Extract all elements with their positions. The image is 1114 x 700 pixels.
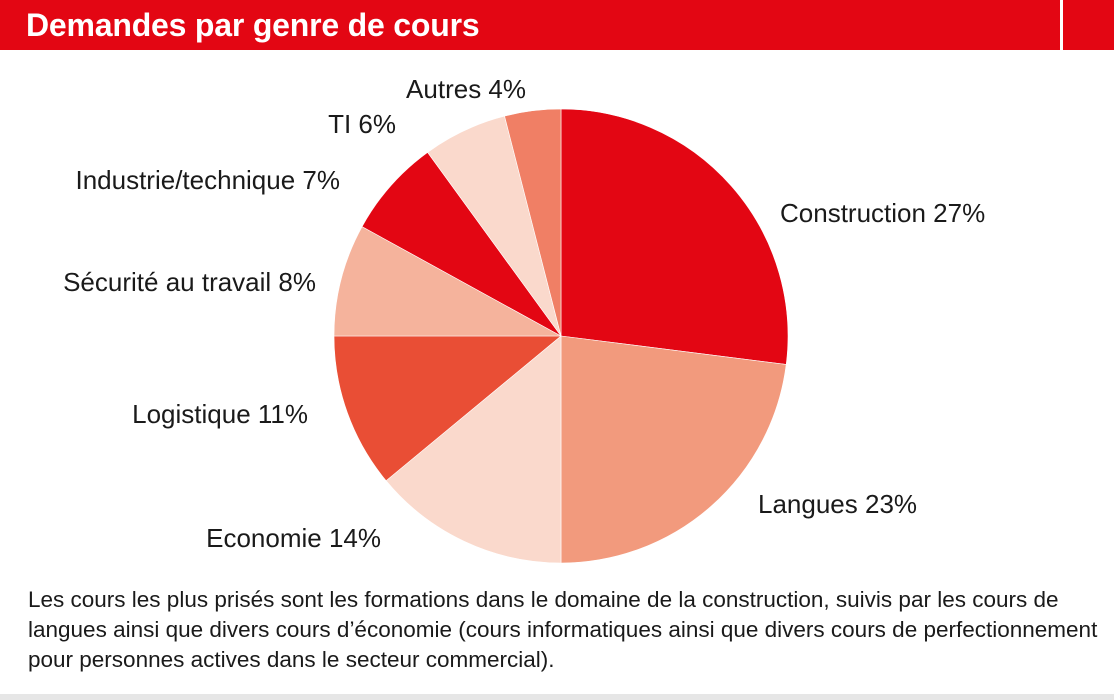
pie-chart: Construction 27% Langues 23% Economie 14% L… — [63, 74, 985, 564]
bottom-rule — [0, 694, 1114, 700]
pie-slice-construction — [560, 108, 789, 365]
pie-slice-logistique — [333, 335, 562, 482]
pie-slice-langues — [560, 335, 787, 564]
chart-caption: Les cours les plus prisés sont les forma… — [28, 587, 1098, 672]
page-title: Demandes par genre de cours — [26, 7, 480, 43]
pie-label-langues: Langues 23% — [758, 489, 917, 519]
pie-chart-area: Construction 27% Langues 23% Economie 14% L… — [0, 50, 1114, 580]
pie-label-construction: Construction 27% — [780, 198, 985, 228]
header-bar: Demandes par genre de cours — [0, 0, 1114, 50]
pie-slice-economie — [385, 335, 562, 564]
pie-label-ti: TI 6% — [328, 109, 396, 139]
pie-label-economie: Economie 14% — [206, 523, 381, 553]
pie-labels: Construction 27% Langues 23% Economie 14% L… — [63, 74, 985, 553]
pie-label-logistique: Logistique 11% — [132, 399, 308, 429]
pie-slices — [333, 108, 789, 564]
pie-label-autres: Autres 4% — [406, 74, 526, 104]
header-divider — [1060, 0, 1063, 50]
pie-slice-autres — [504, 108, 562, 337]
pie-label-securite-au-travail: Sécurité au travail 8% — [63, 267, 316, 297]
pie-slice-securite-au-travail — [333, 226, 562, 337]
pie-label-industrie-technique: Industrie/technique 7% — [75, 165, 340, 195]
